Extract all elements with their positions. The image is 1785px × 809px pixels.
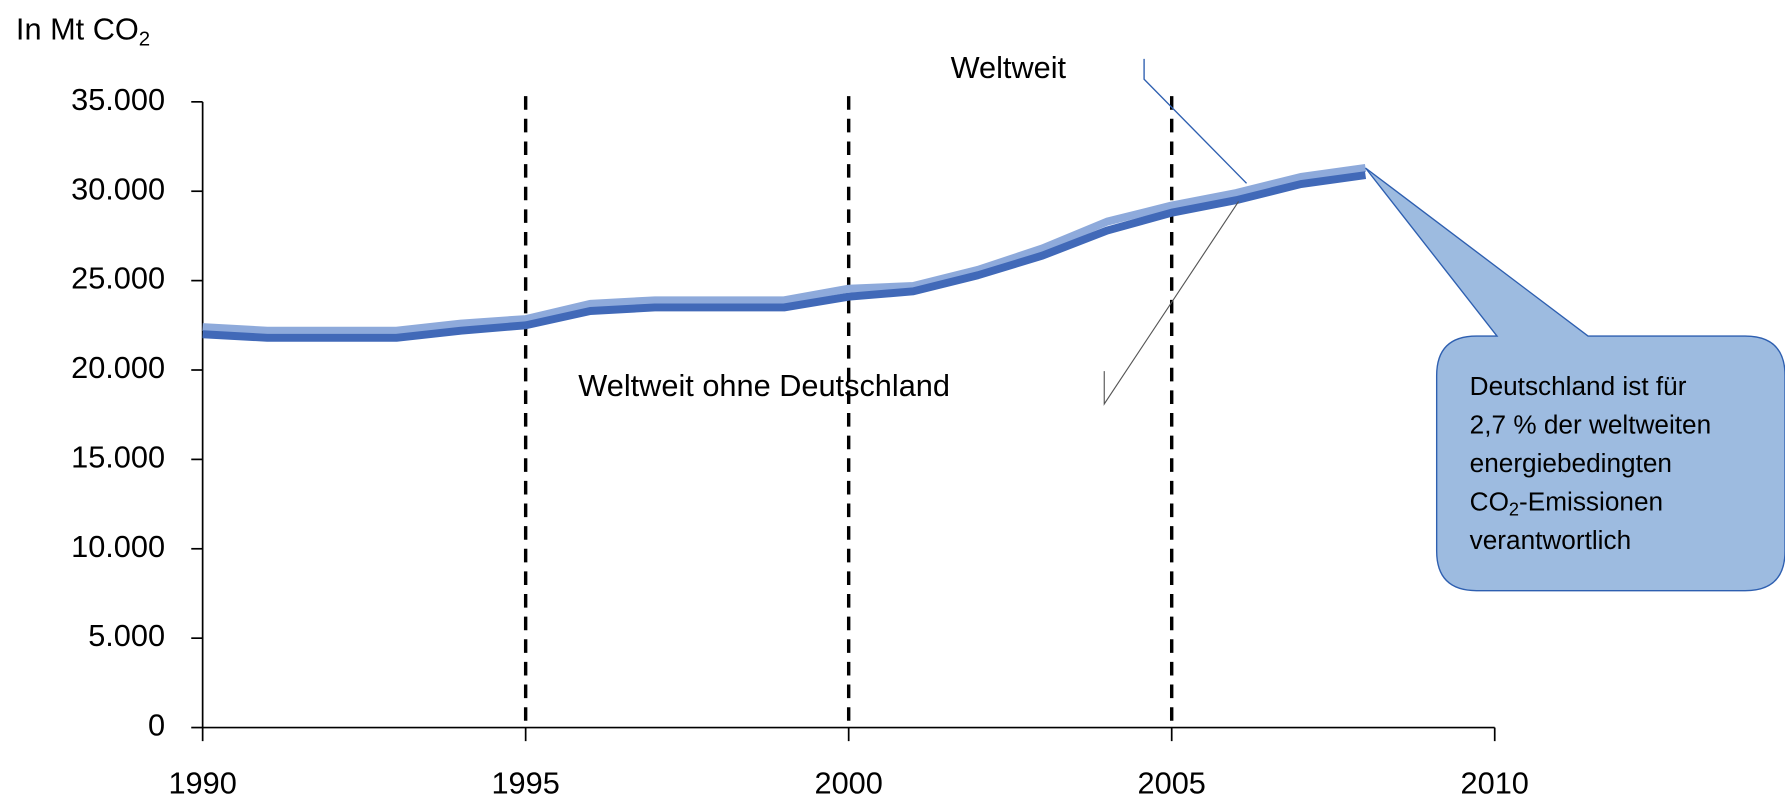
callout-text-part: Deutschland ist für (1470, 371, 1687, 401)
callout-text-part: verantwortlich (1470, 525, 1631, 555)
callout-text-part: CO (1470, 486, 1509, 516)
x-tick-label: 2005 (1138, 766, 1206, 800)
x-tick-label: 2000 (815, 766, 883, 800)
plot: In Mt CO205.00010.00015.00020.00025.0003… (16, 13, 1785, 800)
series-line (202, 164, 1367, 335)
callout-text: 2,7 % der weltweiten (1470, 410, 1712, 440)
callout-sub: 2 (1509, 499, 1519, 519)
y-tick-label: 30.000 (71, 172, 165, 206)
y-tick-label: 0 (148, 709, 165, 743)
y-axis-label-text: In Mt CO (16, 13, 139, 47)
y-tick-label: 10.000 (71, 530, 165, 564)
y-tick-label: 20.000 (71, 351, 165, 385)
y-tick-label: 5.000 (88, 619, 165, 653)
leader (1103, 201, 1240, 406)
callout-text: CO2-Emissionen (1470, 486, 1663, 519)
y-tick-label: 25.000 (71, 262, 165, 296)
callout-text-part: 2,7 % der weltweiten (1470, 410, 1712, 440)
series-label: Weltweit ohne Deutschland (578, 369, 950, 403)
callout-text: energiebedingten (1470, 448, 1672, 478)
y-tick-label: 35.000 (71, 83, 165, 117)
y-axis-label: In Mt CO2 (16, 13, 150, 51)
callout (1364, 167, 1785, 592)
x-tick-label: 1990 (168, 766, 236, 800)
x-tick-label: 2010 (1461, 766, 1529, 800)
leader (1143, 58, 1248, 184)
y-tick-label: 15.000 (71, 441, 165, 475)
x-tick-label: 1995 (491, 766, 559, 800)
callout-text-part: energiebedingten (1470, 448, 1672, 478)
series-line (202, 171, 1367, 342)
callout-text: Deutschland ist für (1470, 371, 1687, 401)
callout-text: verantwortlich (1470, 525, 1631, 555)
callout-text-part: -Emissionen (1519, 486, 1663, 516)
series-label: Weltweit (951, 51, 1067, 85)
y-axis-label-sub: 2 (139, 29, 150, 51)
